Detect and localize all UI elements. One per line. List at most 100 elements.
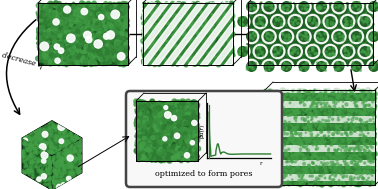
Circle shape xyxy=(368,172,370,174)
Circle shape xyxy=(174,12,178,15)
Circle shape xyxy=(324,145,326,147)
Circle shape xyxy=(356,155,359,158)
Circle shape xyxy=(304,155,309,160)
Circle shape xyxy=(284,5,286,7)
Circle shape xyxy=(168,11,170,14)
Circle shape xyxy=(26,127,28,129)
Circle shape xyxy=(320,156,322,158)
Circle shape xyxy=(339,2,342,5)
Circle shape xyxy=(218,13,220,15)
Circle shape xyxy=(231,61,233,63)
Circle shape xyxy=(189,27,192,30)
Circle shape xyxy=(285,94,287,96)
Circle shape xyxy=(91,8,95,11)
Circle shape xyxy=(332,140,335,143)
Circle shape xyxy=(242,19,244,20)
Circle shape xyxy=(50,187,53,189)
Circle shape xyxy=(314,59,328,74)
Circle shape xyxy=(189,36,192,39)
Circle shape xyxy=(104,3,108,8)
Circle shape xyxy=(174,152,176,154)
Circle shape xyxy=(364,146,367,148)
Circle shape xyxy=(36,161,38,163)
Circle shape xyxy=(280,5,282,7)
Circle shape xyxy=(31,146,33,148)
Circle shape xyxy=(66,176,70,180)
Circle shape xyxy=(269,111,270,112)
Circle shape xyxy=(137,106,140,109)
Circle shape xyxy=(330,155,334,159)
Circle shape xyxy=(76,152,79,155)
Circle shape xyxy=(58,59,63,63)
Circle shape xyxy=(55,186,57,187)
Circle shape xyxy=(166,122,170,125)
Circle shape xyxy=(169,57,171,59)
Circle shape xyxy=(313,178,316,180)
Circle shape xyxy=(335,150,340,155)
Circle shape xyxy=(283,52,285,55)
Circle shape xyxy=(137,148,140,150)
Circle shape xyxy=(277,147,278,149)
Circle shape xyxy=(347,119,349,120)
Circle shape xyxy=(152,5,154,7)
Circle shape xyxy=(40,170,42,172)
Circle shape xyxy=(284,180,289,184)
Circle shape xyxy=(306,94,310,98)
Circle shape xyxy=(293,148,297,152)
Circle shape xyxy=(278,134,279,136)
Circle shape xyxy=(115,42,120,46)
Circle shape xyxy=(265,23,268,26)
Circle shape xyxy=(274,132,279,136)
Circle shape xyxy=(226,49,229,51)
Circle shape xyxy=(297,88,302,93)
Circle shape xyxy=(307,116,308,118)
Circle shape xyxy=(299,153,302,156)
Circle shape xyxy=(313,20,315,22)
Circle shape xyxy=(38,3,41,5)
Circle shape xyxy=(146,38,150,42)
Circle shape xyxy=(29,127,31,130)
Circle shape xyxy=(61,157,64,160)
Circle shape xyxy=(368,138,372,142)
Circle shape xyxy=(276,176,279,178)
Circle shape xyxy=(323,152,327,156)
Circle shape xyxy=(268,43,270,46)
Circle shape xyxy=(73,149,76,152)
Circle shape xyxy=(67,18,70,22)
Circle shape xyxy=(231,2,233,4)
Circle shape xyxy=(355,146,360,151)
Circle shape xyxy=(183,117,185,119)
Circle shape xyxy=(329,25,330,26)
Circle shape xyxy=(230,20,233,24)
Circle shape xyxy=(121,41,125,45)
Circle shape xyxy=(50,188,52,189)
Circle shape xyxy=(183,28,186,31)
Circle shape xyxy=(50,51,53,55)
Circle shape xyxy=(304,145,306,147)
Circle shape xyxy=(83,49,87,53)
Circle shape xyxy=(189,132,194,137)
Circle shape xyxy=(204,5,209,10)
Circle shape xyxy=(194,108,196,109)
Circle shape xyxy=(310,118,312,120)
Circle shape xyxy=(180,45,183,47)
Circle shape xyxy=(79,153,81,156)
Circle shape xyxy=(105,43,110,47)
Circle shape xyxy=(97,56,101,60)
Circle shape xyxy=(39,183,40,184)
Circle shape xyxy=(276,37,278,39)
Circle shape xyxy=(184,124,186,125)
Circle shape xyxy=(335,168,338,171)
Circle shape xyxy=(115,42,119,46)
Circle shape xyxy=(286,18,290,21)
Circle shape xyxy=(98,53,102,57)
Circle shape xyxy=(45,56,47,58)
Circle shape xyxy=(194,105,199,110)
Circle shape xyxy=(186,99,190,103)
Circle shape xyxy=(363,57,367,60)
Circle shape xyxy=(331,163,333,165)
Circle shape xyxy=(161,9,166,14)
Circle shape xyxy=(357,144,360,147)
Circle shape xyxy=(271,66,273,68)
Circle shape xyxy=(335,165,340,170)
